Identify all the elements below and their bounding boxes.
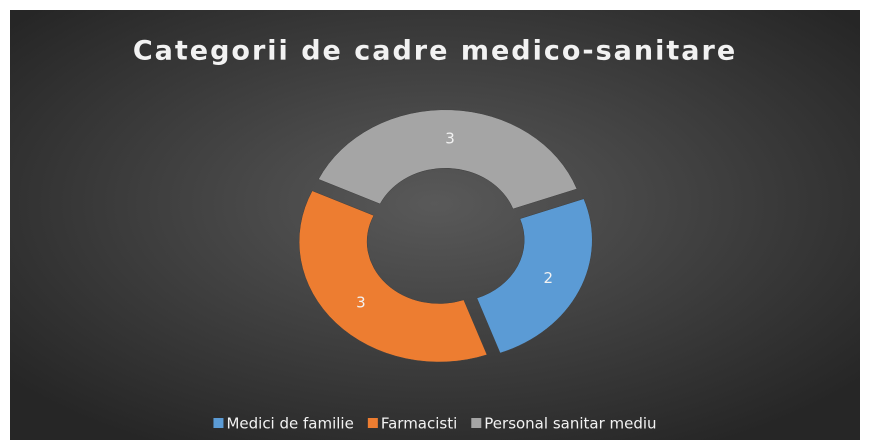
donut-segment xyxy=(476,198,593,354)
chart-title: Categorii de cadre medico-sanitare xyxy=(133,36,737,67)
chart-area xyxy=(10,10,860,440)
legend-swatch xyxy=(213,418,224,428)
donut-segment xyxy=(318,109,578,210)
legend-label: Personal sanitar mediu xyxy=(484,415,656,433)
data-label: 2 xyxy=(544,269,554,287)
data-label: 3 xyxy=(445,130,455,148)
legend-label: Farmacisti xyxy=(381,415,457,433)
legend-label: Medici de familie xyxy=(226,415,353,433)
legend: Medici de familie Farmacisti Personal sani… xyxy=(213,415,657,433)
data-label: 3 xyxy=(356,294,366,312)
legend-swatch xyxy=(471,418,482,428)
donut-segment xyxy=(298,190,488,363)
legend-swatch xyxy=(367,418,378,428)
